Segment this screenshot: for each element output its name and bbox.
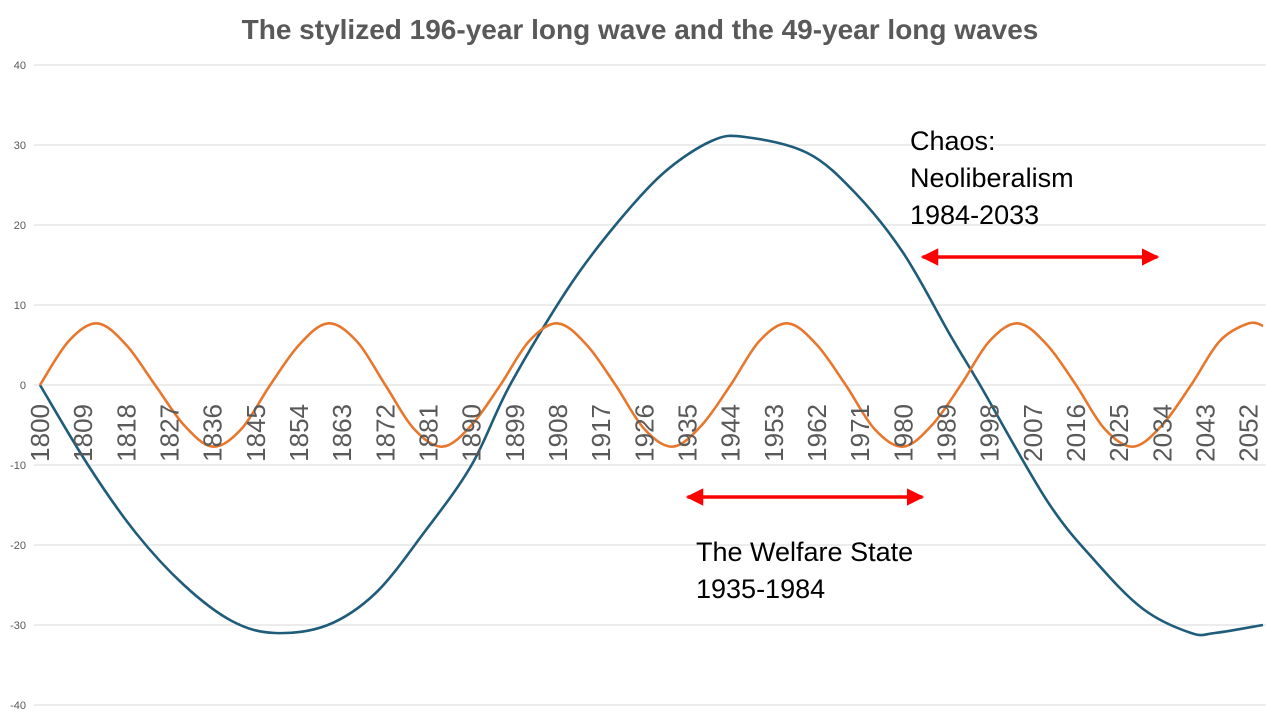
x-tick-label: 1962 (802, 404, 832, 462)
y-tick-label: -40 (10, 700, 26, 712)
x-tick-label: 2043 (1190, 404, 1220, 462)
y-axis-ticks: 40 30 20 10 0 -10 -20 -30 -40 (10, 60, 26, 712)
x-tick-label: 1998 (975, 404, 1005, 462)
annotation-text: The Welfare State (696, 537, 913, 567)
x-axis-ticks: 1800 1809 1818 1827 1836 1845 1854 1863 1872 1881… (25, 404, 1264, 462)
annotation-text: Chaos: (910, 126, 996, 156)
y-tick-label: -10 (10, 460, 26, 472)
x-tick-label: 1836 (198, 404, 228, 462)
long-wave-196-line (38, 134, 1264, 637)
x-tick-label: 1899 (500, 404, 530, 462)
x-tick-label: 1908 (543, 404, 573, 462)
x-tick-label: 1917 (586, 404, 616, 462)
x-tick-label: 1944 (716, 404, 746, 462)
x-tick-label: 1980 (888, 404, 918, 462)
x-tick-label: 1818 (111, 404, 141, 462)
x-tick-label: 2025 (1104, 404, 1134, 462)
x-tick-label: 1809 (68, 404, 98, 462)
y-tick-label: 20 (14, 220, 26, 232)
series-lines (38, 134, 1264, 637)
x-tick-label: 1872 (370, 404, 400, 462)
chart-title: The stylized 196-year long wave and the … (242, 14, 1039, 45)
y-tick-label: 0 (20, 380, 26, 392)
y-tick-label: -30 (10, 620, 26, 632)
y-tick-label: 30 (14, 140, 26, 152)
x-tick-label: 1881 (414, 404, 444, 462)
x-tick-label: 1926 (629, 404, 659, 462)
x-tick-label: 1854 (284, 404, 314, 462)
annotations: Chaos: Neoliberalism 1984-2033 The Welfare … (685, 126, 1160, 604)
y-tick-label: 10 (14, 300, 26, 312)
y-tick-label: -20 (10, 540, 26, 552)
x-tick-label: 1800 (25, 404, 55, 462)
annotation-text: 1935-1984 (696, 574, 825, 604)
x-tick-label: 1890 (457, 404, 487, 462)
x-tick-label: 2052 (1234, 404, 1264, 462)
x-tick-label: 1953 (759, 404, 789, 462)
x-tick-label: 2007 (1018, 404, 1048, 462)
x-tick-label: 2016 (1061, 404, 1091, 462)
x-tick-label: 1989 (932, 404, 962, 462)
annotation-text: Neoliberalism (910, 163, 1074, 193)
y-tick-label: 40 (14, 60, 26, 72)
x-tick-label: 1971 (845, 404, 875, 462)
x-tick-label: 1827 (155, 404, 185, 462)
long-wave-49-line (38, 321, 1264, 448)
x-tick-label: 1845 (241, 404, 271, 462)
annotation-text: 1984-2033 (910, 200, 1039, 230)
x-tick-label: 1863 (327, 404, 357, 462)
x-tick-label: 2034 (1147, 404, 1177, 462)
x-tick-label: 1935 (673, 404, 703, 462)
gridlines (34, 64, 1266, 706)
